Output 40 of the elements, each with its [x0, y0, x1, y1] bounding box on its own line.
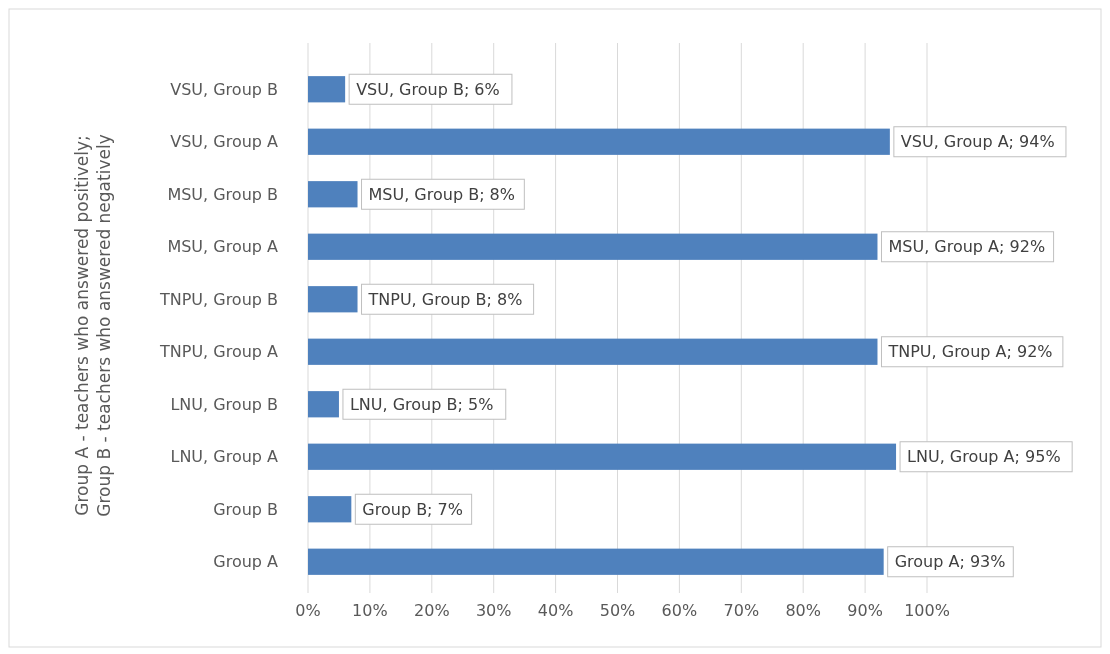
bar	[308, 286, 358, 313]
x-tick-label: 70%	[723, 601, 760, 620]
x-tick-label: 40%	[537, 601, 574, 620]
x-tick-label: 90%	[847, 601, 883, 620]
data-label: LNU, Group A; 95%	[907, 447, 1061, 467]
data-label: VSU, Group B; 6%	[356, 79, 500, 99]
y-tick-label: LNU, Group B	[170, 394, 278, 414]
bar	[308, 181, 358, 208]
y-axis-title: Group A - teachers who answered positively; Group B - teachers who answered negatively	[72, 134, 114, 517]
data-label: VSU, Group A; 94%	[900, 132, 1055, 152]
y-tick-label: LNU, Group A	[170, 447, 279, 467]
data-label: TNPU, Group B; 8%	[367, 289, 523, 309]
bar	[308, 76, 346, 103]
bar	[308, 338, 878, 365]
x-tick-label: 30%	[475, 601, 512, 620]
y-tick-label: TNPU, Group A	[158, 342, 279, 362]
bar	[308, 233, 878, 260]
bar	[308, 391, 339, 418]
x-tick-label: 20%	[414, 601, 450, 620]
y-tick-label: TNPU, Group B	[158, 289, 278, 309]
data-label: Group B; 7%	[362, 499, 463, 519]
bar	[308, 548, 884, 575]
data-label: TNPU, Group A; 92%	[887, 342, 1053, 362]
x-tick-label: 60%	[661, 601, 698, 620]
y-tick-label: MSU, Group A	[167, 237, 279, 257]
bar	[308, 128, 890, 155]
x-tick-label: 100%	[904, 601, 950, 620]
y-tick-label: MSU, Group B	[167, 184, 278, 204]
x-tick-label: 80%	[785, 601, 821, 620]
y-tick-label: VSU, Group B	[170, 79, 278, 99]
y-tick-label: VSU, Group A	[170, 132, 279, 152]
x-tick-label: 10%	[352, 601, 388, 620]
data-label: Group A; 93%	[894, 552, 1006, 572]
data-label: LNU, Group B; 5%	[349, 394, 494, 414]
y-tick-label: Group B	[213, 499, 278, 519]
x-tick-label: 50%	[599, 601, 636, 620]
x-tick-label: 0%	[295, 601, 321, 620]
data-label: MSU, Group B; 8%	[368, 184, 515, 204]
y-tick-label: Group A	[213, 552, 279, 572]
data-label: MSU, Group A; 92%	[888, 237, 1046, 257]
